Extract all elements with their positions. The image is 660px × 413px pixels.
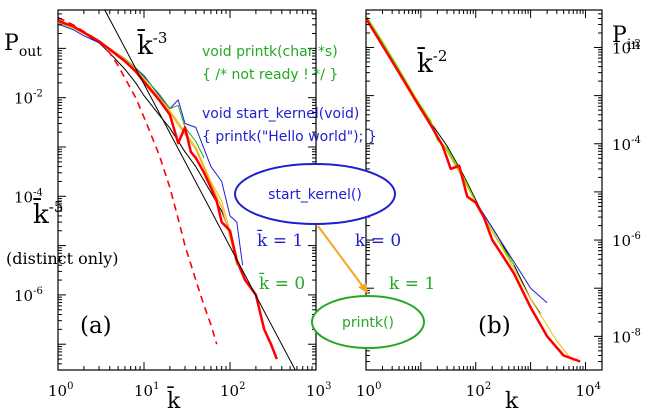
panel-a-x-tick-base: 10 (220, 382, 239, 400)
panel-b-series-line-4 (366, 17, 581, 363)
printk-node (311, 295, 425, 349)
panel-a-y-tick-label-2: 10-6 (14, 286, 43, 305)
slope-minus5-label: k̄-5 (33, 197, 64, 230)
panel-b-y-tick-exp: -4 (631, 135, 641, 146)
code-line-3: void start_kernel(void) (202, 106, 359, 122)
panel-a-y-tick-base: 10 (14, 287, 33, 305)
panel-b-x-tick-exp: 0 (375, 381, 381, 392)
panel-b-x-tick-label-0: 100 (356, 381, 381, 400)
panel-b-y-tick-base: 10 (612, 328, 631, 346)
printk-k: k = 1 (389, 274, 435, 294)
panel-a-x-tick-base: 10 (306, 382, 325, 400)
panel-a-series-line-7 (104, 10, 296, 370)
panel-a-x-tick-exp: 1 (153, 381, 159, 392)
call-edge-arrowhead (358, 283, 368, 294)
slope-minus2-label: k̄-2 (417, 46, 448, 79)
panel-b-x-tick-exp: 4 (595, 381, 601, 392)
panel-a-x-tick-label-1: 101 (134, 381, 159, 400)
panel-b-label: (b) (478, 313, 511, 339)
panel-b-y-label: Pin (612, 23, 640, 53)
panel-b-x-tick-base: 10 (466, 382, 485, 400)
panel-b-x-tick-base: 10 (575, 382, 594, 400)
panel-b-x-tick-label-2: 104 (575, 381, 600, 400)
panel-a-y-tick-exp: -4 (33, 187, 43, 198)
panel-b-y-tick-label-1: 10-4 (612, 135, 641, 154)
panel-a-y-tick-base: 10 (14, 188, 33, 206)
panel-a-y-tick-exp: -6 (33, 286, 43, 297)
panel-a-y-tick-base: 10 (14, 90, 33, 108)
panel-a-y-tick-label-0: 10-2 (14, 89, 43, 108)
code-line-4: { printk("Hello world"); } (202, 129, 377, 145)
panel-a-series-line-1 (58, 23, 244, 266)
panel-a-x-tick-base: 10 (48, 382, 67, 400)
panel-b-y-tick-exp: -8 (631, 327, 641, 338)
panel-a-x-label: k̄ (167, 386, 181, 413)
panel-a-x-tick-exp: 3 (325, 381, 331, 392)
panel-b-y-tick-exp: -6 (631, 231, 641, 242)
panel-b-x-tick-exp: 2 (485, 381, 491, 392)
panel-b-y-tick-base: 10 (612, 136, 631, 154)
panel-a-series-line-2 (58, 22, 205, 159)
panel-a-series-line-6 (58, 16, 218, 345)
panel-a-y-tick-label-1: 10-4 (14, 187, 43, 206)
panel-b-y-tick-base: 10 (612, 232, 631, 250)
panel-b-x-tick-label-1: 102 (466, 381, 491, 400)
panel-b-x-label: k (505, 389, 519, 413)
panel-b-y-tick-label-2: 10-6 (612, 231, 641, 250)
panel-a-x-tick-exp: 2 (239, 381, 245, 392)
panel-a-x-tick-label-3: 103 (306, 381, 331, 400)
printk-node-label: printk() (342, 315, 394, 331)
slope-minus3-label: k̄-3 (137, 28, 168, 61)
call-edge-arrow (317, 225, 365, 289)
panel-a-x-tick-label-0: 100 (48, 381, 73, 400)
panel-a-y-label: Pout (4, 31, 42, 60)
printk-kbar: k̄ = 0 (259, 271, 305, 294)
panel-b-y-tick-exp: -2 (631, 38, 641, 49)
panel-b-y-tick-base: 10 (612, 39, 631, 57)
distinct-only-label: (distinct only) (6, 249, 118, 268)
panel-b-y-tick-label-0: 10-2 (612, 38, 641, 57)
panel-a-series-line-5 (58, 19, 278, 360)
panel-a-x-tick-label-2: 102 (220, 381, 245, 400)
start-kernel-node-label: start_kernel() (268, 187, 362, 203)
panel-a-y-tick-exp: -2 (33, 89, 43, 100)
panel-a-x-tick-base: 10 (134, 382, 153, 400)
panel-a-series-group (58, 10, 296, 370)
panel-b-series-group (366, 15, 581, 363)
panel-b-x-tick-base: 10 (356, 382, 375, 400)
panel-b-y-tick-label-3: 10-8 (612, 327, 641, 346)
code-line-2: { /* not ready ! */ } (202, 67, 338, 83)
start-kernel-k: k = 0 (355, 231, 401, 251)
panel-a-x-tick-exp: 0 (67, 381, 73, 392)
panel-a-label: (a) (80, 313, 112, 339)
start-kernel-node (234, 163, 396, 225)
code-line-1: void printk(char *s) (202, 44, 338, 60)
start-kernel-kbar: k̄ = 1 (257, 228, 303, 251)
